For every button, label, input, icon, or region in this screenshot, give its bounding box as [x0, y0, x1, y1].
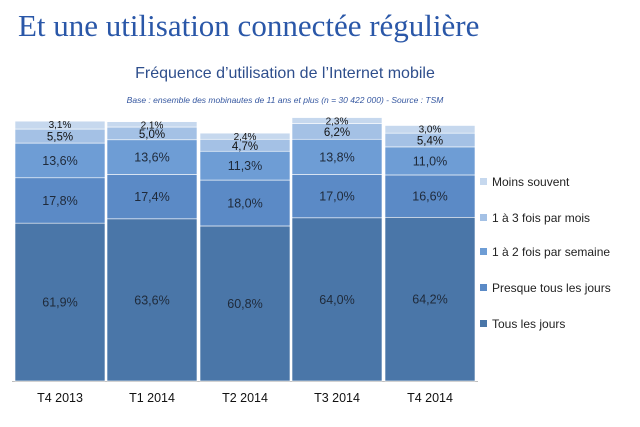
bar-segment — [199, 179, 291, 227]
legend-label: Moins souvent — [492, 175, 570, 189]
data-label: 5,0% — [139, 129, 165, 141]
data-label: 11,3% — [228, 159, 263, 173]
data-label: 3,0% — [419, 124, 442, 135]
legend-label: 1 à 2 fois par semaine — [492, 245, 611, 259]
legend-label: Presque tous les jours — [492, 281, 611, 295]
bar-segment — [384, 125, 476, 134]
bar-segment — [14, 222, 106, 382]
legend-label: 1 à 3 fois par mois — [492, 211, 591, 225]
bar-segment — [106, 174, 198, 220]
slide-title: Et une utilisation connectée régulière — [18, 8, 480, 43]
data-label: 5,4% — [417, 136, 443, 148]
data-label: 61,9% — [42, 296, 77, 310]
data-label: 6,2% — [324, 127, 350, 139]
data-label: 18,0% — [227, 197, 262, 211]
bar-segment — [14, 120, 106, 130]
bar-segment — [384, 146, 476, 176]
bar-segment — [199, 225, 291, 382]
data-label: 17,0% — [319, 190, 354, 204]
bar-segment — [106, 218, 198, 382]
x-tick-label: T4 2014 — [407, 391, 453, 405]
bar-segment — [291, 217, 383, 382]
data-label: 60,8% — [227, 297, 262, 311]
bar-segment — [384, 216, 476, 382]
data-label: 11,0% — [413, 154, 448, 168]
data-label: 64,0% — [319, 293, 354, 307]
bar-segment — [384, 174, 476, 218]
bar-segment — [291, 174, 383, 219]
x-tick-label: T1 2014 — [129, 391, 175, 405]
data-label: 4,7% — [232, 141, 258, 153]
bar-segment — [106, 121, 198, 128]
data-label: 13,6% — [134, 151, 169, 165]
bar-segment — [291, 117, 383, 124]
data-label: 2,3% — [326, 117, 349, 128]
data-label: 17,4% — [134, 190, 169, 204]
data-label: 3,1% — [49, 120, 72, 131]
chart-title: Fréquence d’utilisation de l’Internet mo… — [135, 65, 435, 82]
legend-swatch — [480, 248, 487, 255]
data-label: 2,4% — [234, 132, 257, 143]
data-label: 13,8% — [319, 150, 354, 164]
data-label: 13,6% — [42, 154, 77, 168]
data-label: 16,6% — [412, 190, 447, 204]
bar-segment — [106, 139, 198, 175]
data-label: 5,5% — [47, 132, 73, 144]
legend-swatch — [480, 178, 487, 185]
data-label: 2,1% — [141, 121, 164, 132]
legend-swatch — [480, 214, 487, 221]
legend-swatch — [480, 320, 487, 327]
x-tick-label: T4 2013 — [37, 391, 83, 405]
data-label: 63,6% — [134, 293, 169, 307]
data-label: 17,8% — [42, 194, 77, 208]
bar-segment — [14, 177, 106, 224]
chart-subtitle: Base : ensemble des mobinautes de 11 ans… — [126, 95, 444, 105]
data-label: 64,2% — [412, 293, 447, 307]
legend-label: Tous les jours — [492, 317, 566, 331]
x-tick-label: T3 2014 — [314, 391, 360, 405]
bar-segment — [291, 138, 383, 175]
bar-segment — [199, 132, 291, 140]
x-tick-label: T2 2014 — [222, 391, 268, 405]
legend-swatch — [480, 284, 487, 291]
